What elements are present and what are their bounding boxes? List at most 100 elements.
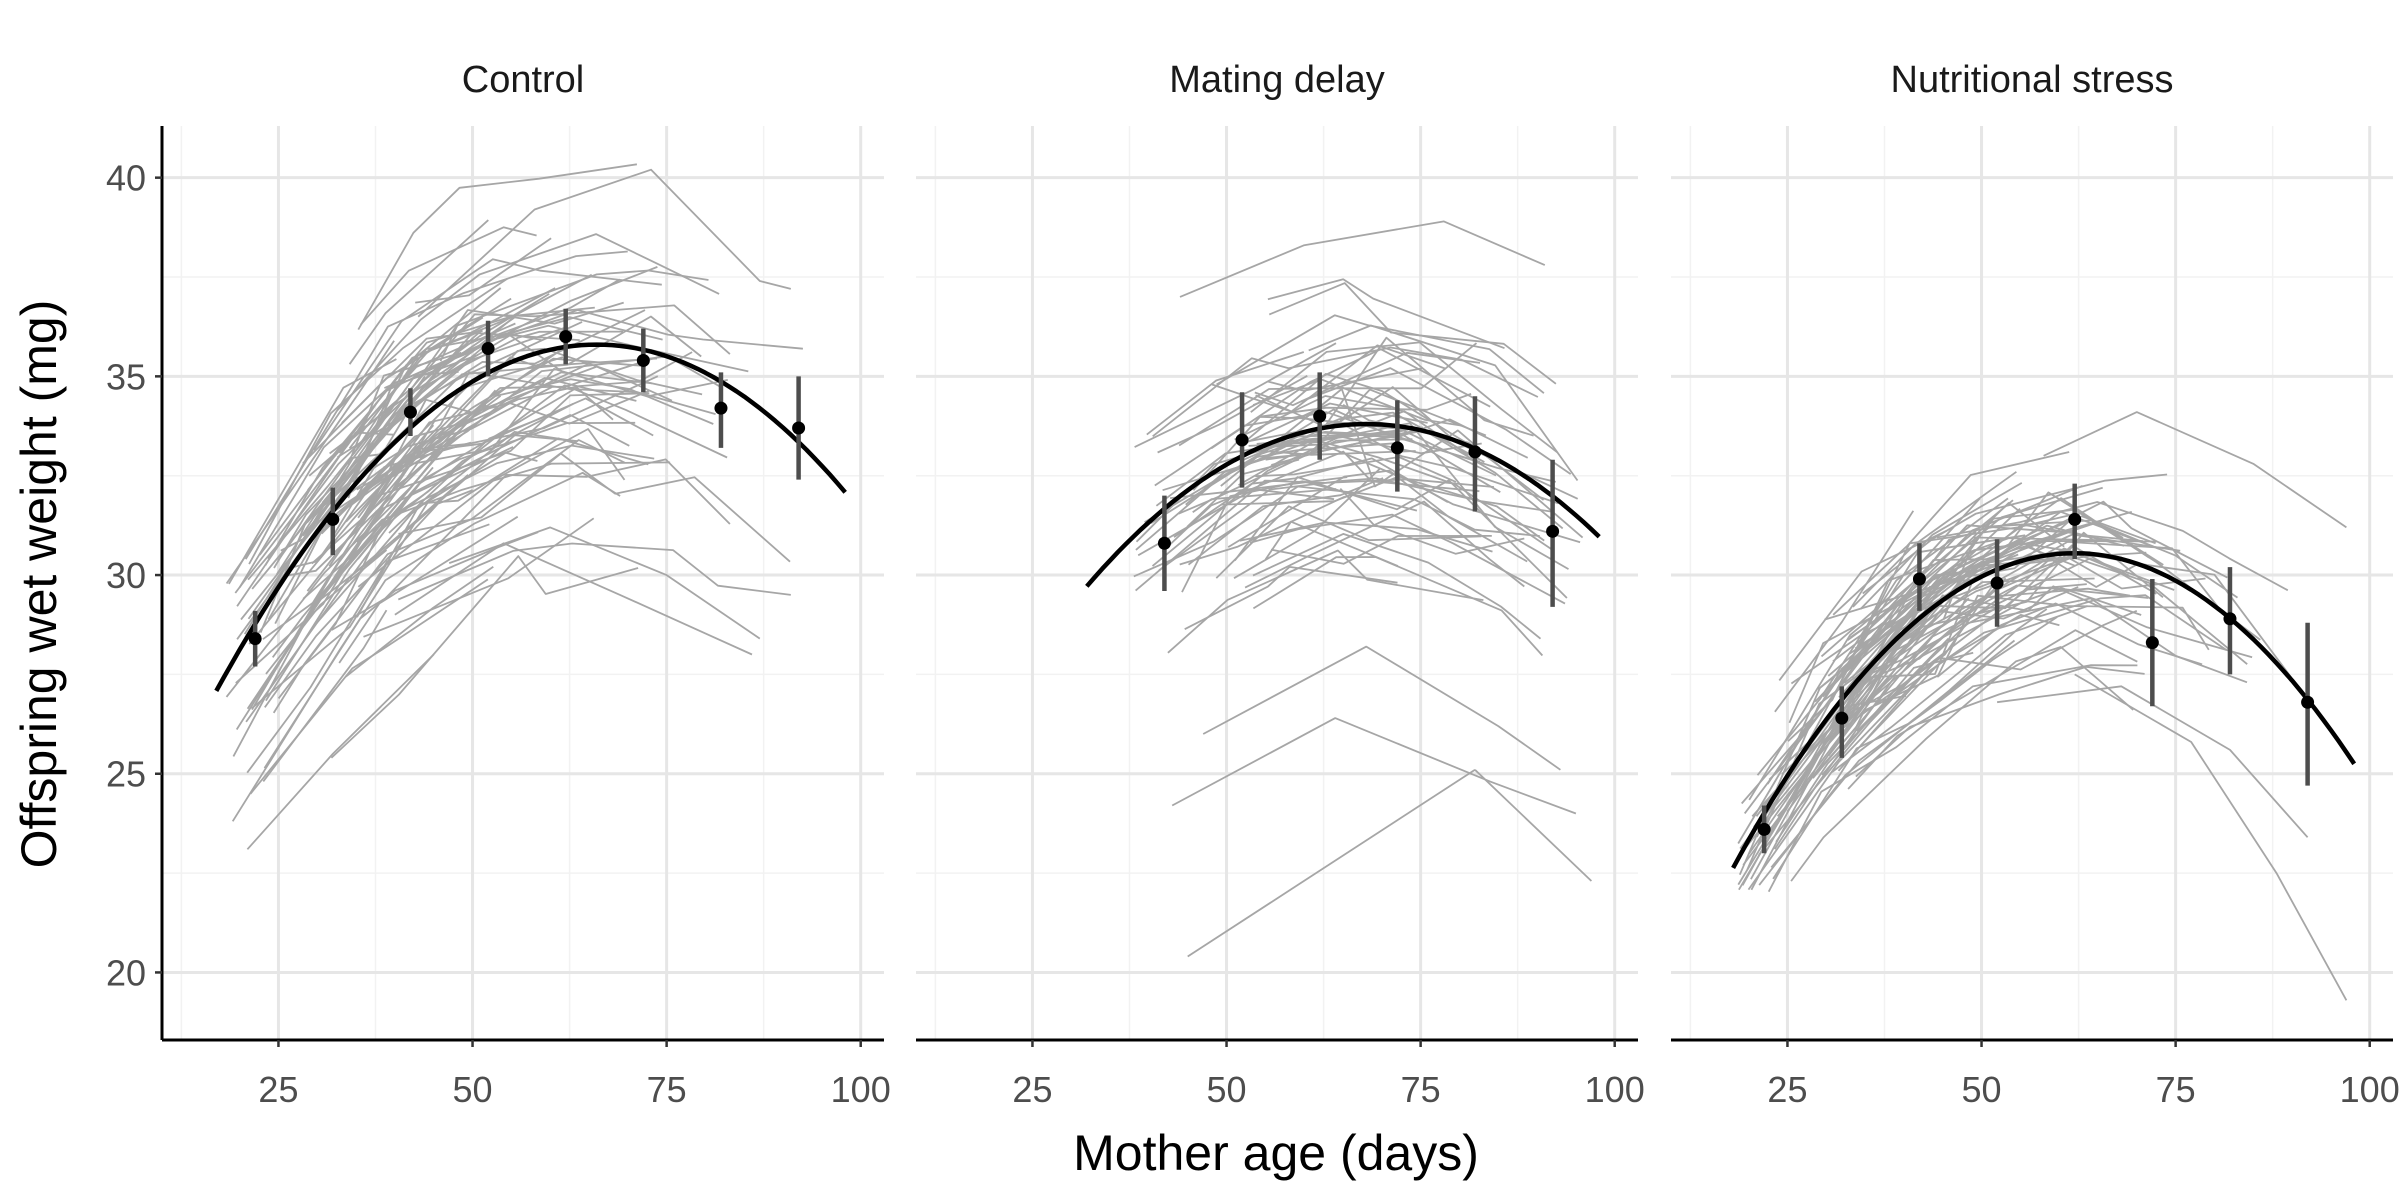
individual-line: [321, 356, 564, 535]
individual-line: [1135, 420, 1559, 551]
individual-line: [1996, 685, 2309, 838]
individual-line: [330, 555, 639, 759]
mean-point: [792, 421, 806, 435]
individual-line: [1820, 497, 1981, 658]
individual-line: [356, 403, 574, 543]
individual-line: [1936, 602, 2203, 678]
individual-line: [1152, 346, 1539, 438]
individual-line: [1178, 342, 1478, 447]
individual-line: [225, 340, 395, 585]
individual-line: [307, 306, 595, 491]
mean-point: [2223, 612, 2237, 626]
y-tick-label: 30: [106, 555, 146, 596]
mean-point: [559, 330, 573, 344]
x-tick-label: 75: [1401, 1069, 1441, 1110]
individual-line: [1860, 511, 2084, 641]
mean-point: [714, 401, 728, 415]
facet-strip-label: Control: [462, 59, 585, 101]
individual-line: [1211, 344, 1446, 413]
panel-1: Mating delay 25 50 75 100: [916, 59, 1645, 1110]
individual-line: [266, 293, 550, 559]
individual-line: [1171, 717, 1577, 815]
individual-line: [1184, 566, 1398, 631]
panel-2: Nutritional stress 25 50 75 100: [1671, 59, 2400, 1110]
x-tick-label: 25: [1767, 1069, 1807, 1110]
individual-line: [2074, 673, 2348, 1001]
individual-line: [347, 351, 462, 465]
individual-line: [1774, 510, 1915, 713]
mean-point: [1313, 409, 1327, 423]
individual-line: [265, 549, 388, 675]
individual-line: [1831, 605, 2088, 773]
individual-line: [1255, 336, 1534, 437]
mean-point: [636, 353, 650, 367]
individual-line: [1821, 651, 1974, 776]
individual-line: [318, 417, 478, 536]
individual-line: [356, 401, 486, 491]
individual-line: [1855, 666, 2145, 778]
facet-strip-label: Nutritional stress: [1891, 59, 2174, 101]
individual-line: [1862, 473, 2168, 595]
individual-line: [1790, 646, 2134, 882]
individual-line: [1264, 520, 1399, 567]
y-axis-title: Offspring wet weight (mg): [11, 300, 67, 869]
individual-line: [1179, 220, 1546, 298]
individual-line: [1248, 440, 1554, 551]
individual-line: [338, 297, 512, 454]
individual-line: [1895, 594, 2227, 696]
individual-line: [350, 386, 553, 483]
individual-line: [1837, 609, 2138, 772]
individual-line: [1832, 451, 2070, 616]
individual-line: [356, 437, 649, 618]
individual-line: [1741, 577, 2095, 886]
x-tick-label: 100: [831, 1069, 891, 1110]
individual-line: [1252, 533, 1542, 640]
individual-line: [247, 403, 394, 581]
individual-line: [264, 273, 593, 566]
mean-point: [2068, 512, 2082, 526]
individual-line: [1185, 437, 1321, 506]
individual-line: [310, 356, 658, 528]
individual-trajectories: [225, 163, 803, 850]
individual-line: [328, 367, 728, 567]
individual-line: [1256, 435, 1482, 455]
x-tick-label: 50: [453, 1069, 493, 1110]
individual-line: [1134, 342, 1337, 448]
x-tick-label: 100: [1585, 1069, 1645, 1110]
individual-line: [348, 219, 489, 365]
individual-line: [1847, 497, 2150, 641]
x-tick-label: 50: [1207, 1069, 1247, 1110]
individual-line: [1860, 614, 2060, 747]
individual-line: [336, 233, 720, 412]
individual-line: [228, 358, 397, 585]
mean-point: [248, 632, 262, 646]
individual-line: [1167, 549, 1484, 654]
individual-trajectories: [1737, 411, 2348, 1001]
individual-line: [1245, 408, 1400, 464]
individual-line: [1308, 324, 1579, 482]
individual-line: [272, 439, 626, 714]
individual-line: [1221, 475, 1581, 544]
individual-line: [1254, 351, 1481, 407]
individual-line: [313, 258, 662, 451]
panel-0: Control 25 50 75 100: [162, 59, 891, 1110]
individual-line: [397, 542, 791, 601]
individual-line: [1812, 557, 2175, 779]
individual-line: [251, 451, 538, 710]
mean-point: [1235, 433, 1249, 447]
individual-line: [309, 395, 502, 612]
x-tick-label: 100: [2340, 1069, 2400, 1110]
individual-line: [1750, 605, 2001, 880]
individual-line: [1870, 547, 2129, 673]
x-tick-label: 75: [647, 1069, 687, 1110]
individual-line: [331, 458, 731, 631]
individual-line: [1239, 521, 1493, 553]
individual-line: [262, 389, 650, 640]
individual-line: [1906, 587, 2142, 665]
individual-line: [313, 430, 578, 627]
x-tick-label: 75: [2156, 1069, 2196, 1110]
x-tick-label: 25: [1012, 1069, 1052, 1110]
individual-line: [1474, 769, 1593, 882]
mean-point: [1990, 576, 2004, 590]
